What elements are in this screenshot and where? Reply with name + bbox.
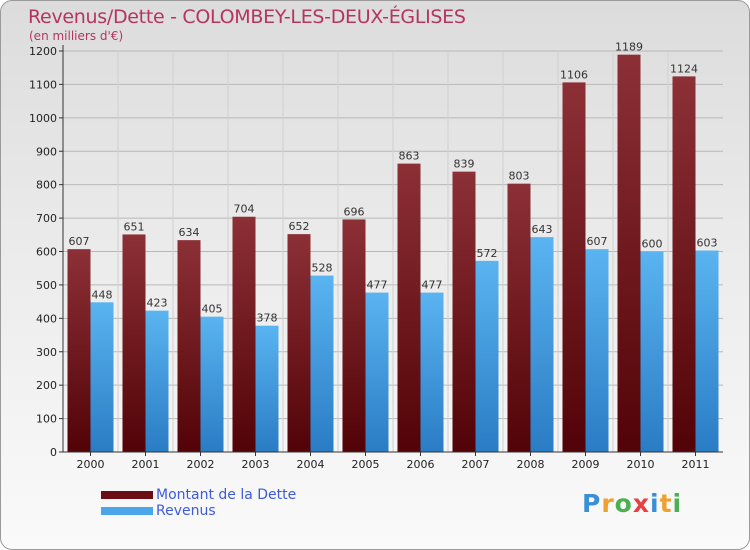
y-tick-label: 200 [36,379,57,392]
value-label-dette: 1106 [560,68,588,81]
value-label-dette: 1189 [615,41,643,54]
y-tick-label: 0 [50,446,57,459]
bar-revenus [200,316,224,452]
y-tick-label: 100 [36,413,57,426]
bar-dette [562,82,586,452]
value-label-dette: 863 [399,150,420,163]
bar-revenus [365,292,389,452]
value-label-revenus: 572 [477,247,498,260]
y-tick-label: 400 [36,312,57,325]
bar-dette [397,163,421,452]
value-label-revenus: 643 [532,223,553,236]
legend-label-debt: Montant de la Dette [156,487,297,503]
value-label-dette: 1124 [670,62,698,75]
bar-dette [507,183,531,452]
legend-label-revenus: Revenus [156,503,216,519]
value-label-dette: 696 [344,205,365,218]
logo-letter: x [632,489,650,518]
logo-letter: o [614,489,633,518]
bar-revenus [255,325,279,452]
value-label-revenus: 405 [202,303,223,316]
x-tick-label: 2009 [572,458,600,471]
bar-dette [342,219,366,452]
proxiti-logo: Proxiti [582,489,682,518]
value-label-revenus: 600 [642,238,663,251]
x-tick-label: 2000 [77,458,105,471]
value-label-revenus: 607 [587,235,608,248]
logo-letter: r [601,489,615,518]
bars [67,54,719,453]
value-label-dette: 651 [124,220,145,233]
value-label-dette: 704 [234,203,255,216]
y-tick-label: 1100 [29,78,57,91]
value-label-dette: 607 [69,235,90,248]
y-tick-label: 700 [36,212,57,225]
bar-dette [287,234,311,452]
bar-dette [122,234,146,452]
x-tick-label: 2005 [352,458,380,471]
value-label-dette: 803 [509,170,530,183]
x-tick-label: 2010 [627,458,655,471]
y-tick-label: 500 [36,279,57,292]
x-tick-label: 2001 [132,458,160,471]
bar-revenus [145,310,169,452]
logo-letter: P [582,489,602,518]
bar-dette [177,240,201,452]
logo-letter: i [650,489,660,518]
value-label-revenus: 423 [147,297,168,310]
value-label-revenus: 378 [257,312,278,325]
logo-letter: i [672,489,683,518]
x-tick-label: 2011 [682,458,710,471]
y-tick-label: 800 [36,179,57,192]
value-label-dette: 634 [179,226,200,239]
y-tick-label: 600 [36,246,57,259]
bar-revenus [310,275,334,452]
axes [59,45,723,456]
bar-dette [452,171,476,453]
value-label-revenus: 448 [92,288,113,301]
legend-swatch-debt [101,491,153,499]
bar-revenus [585,249,609,452]
chart-subtitle: (en milliers d'€) [29,29,124,43]
x-tick-label: 2007 [462,458,490,471]
y-tick-label: 1200 [29,45,57,58]
bar-revenus [420,292,444,452]
labels: 0 100 200 300 400 500 600 700 800 900 1000 1100 1200… [29,41,718,471]
y-tick-label: 300 [36,346,57,359]
value-label-revenus: 528 [312,262,333,275]
bar-dette [617,54,641,452]
x-tick-label: 2003 [242,458,270,471]
x-tick-label: 2008 [517,458,545,471]
chart-title: Revenus/Dette - COLOMBEY-LES-DEUX-ÉGLISE… [28,6,466,28]
bar-revenus [475,260,499,452]
bar-revenus [640,251,664,452]
value-label-revenus: 477 [367,279,388,292]
x-tick-label: 2006 [407,458,435,471]
legend-swatch-revenus [101,507,153,515]
y-tick-label: 1000 [29,112,57,125]
bar-dette [67,249,91,452]
logo-letter: t [659,489,673,518]
x-tick-label: 2002 [187,458,215,471]
y-tick-label: 900 [36,145,57,158]
value-label-revenus: 477 [422,279,443,292]
value-label-dette: 839 [454,158,475,171]
x-tick-label: 2004 [297,458,325,471]
bar-revenus [90,302,114,452]
bar-dette [672,76,696,452]
bar-revenus [695,250,719,452]
bar-dette [232,216,256,452]
value-label-dette: 652 [289,220,310,233]
value-label-revenus: 603 [697,236,718,249]
bar-revenus [530,237,554,452]
grid-lines [63,50,723,452]
